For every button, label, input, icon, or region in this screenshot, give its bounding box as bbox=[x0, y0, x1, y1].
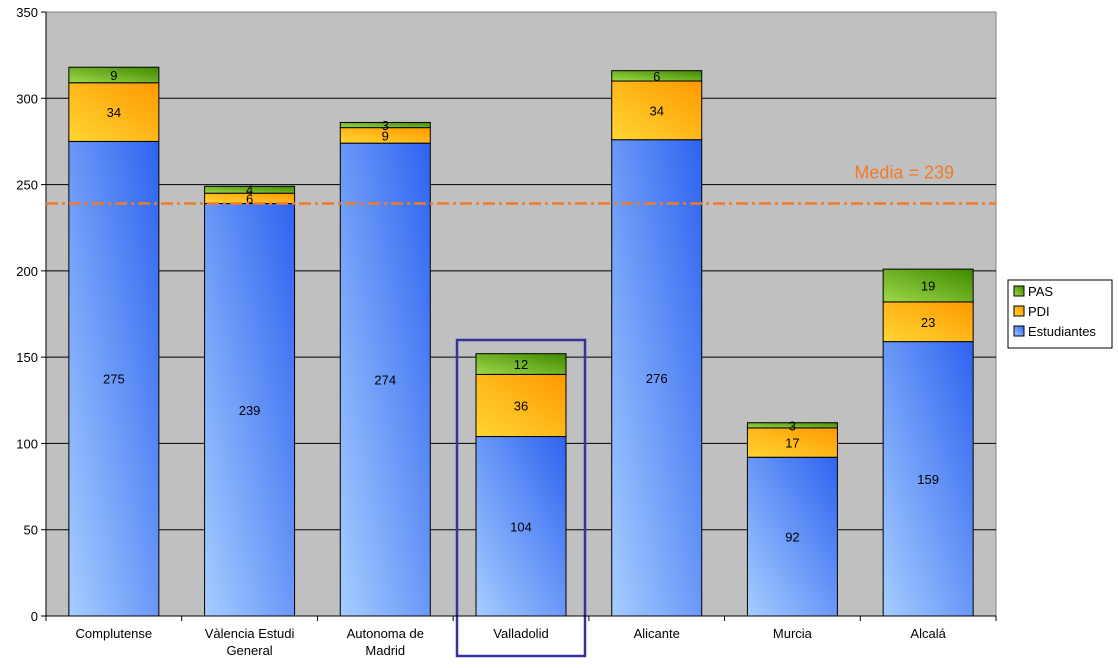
bar-segment-estudiantes bbox=[882, 341, 974, 617]
bar-segment-pas bbox=[68, 66, 160, 84]
bar-segment-pdi bbox=[475, 373, 567, 438]
y-axis: 0 50 100 150 200 250 300 350 bbox=[16, 5, 47, 624]
y-tick-label: 50 bbox=[24, 523, 38, 538]
x-tick-label: Alcalá bbox=[910, 626, 946, 641]
data-label: 276 bbox=[646, 371, 668, 386]
x-tick-label-line: Murcia bbox=[773, 626, 813, 641]
mean-label: Media = 239 bbox=[854, 163, 954, 183]
x-tick-label-line: Alicante bbox=[634, 626, 680, 641]
bar-segment-estudiantes bbox=[746, 456, 838, 617]
x-axis: Complutense Vàlencia Estudi General Autonom… bbox=[45, 615, 997, 658]
legend-swatch-estudiantes bbox=[1013, 325, 1025, 337]
data-label: 23 bbox=[921, 315, 935, 330]
bar-segment-pdi bbox=[611, 80, 703, 141]
data-label: 3 bbox=[382, 118, 389, 133]
x-tick-label-line: Complutense bbox=[76, 626, 153, 641]
data-label: 92 bbox=[785, 530, 799, 545]
bar-segment-pas bbox=[475, 353, 567, 375]
x-tick-label: Vàlencia Estudi General bbox=[205, 626, 295, 658]
y-tick-label: 150 bbox=[16, 350, 38, 365]
highlight-box bbox=[455, 338, 587, 658]
legend-label: PDI bbox=[1028, 304, 1050, 319]
y-tick-label: 300 bbox=[16, 91, 38, 106]
bar-segment-pdi bbox=[746, 427, 838, 458]
data-label: 17 bbox=[785, 436, 799, 451]
y-tick-label: 350 bbox=[16, 5, 38, 20]
data-label: 34 bbox=[649, 103, 663, 118]
x-tick-label: Valladolid bbox=[493, 626, 548, 641]
data-label: 239 bbox=[239, 403, 261, 418]
data-label: 12 bbox=[514, 357, 528, 372]
legend-swatch-pas bbox=[1013, 285, 1025, 297]
data-label: 104 bbox=[510, 519, 532, 534]
data-label: 3 bbox=[789, 418, 796, 433]
data-label: 6 bbox=[246, 191, 253, 206]
y-tick-label: 100 bbox=[16, 436, 38, 451]
bar-segment-pas bbox=[339, 121, 431, 129]
y-tick-label: 0 bbox=[31, 609, 38, 624]
data-label: 159 bbox=[917, 472, 939, 487]
x-tick-label-line: Autonoma de bbox=[347, 626, 424, 641]
x-tick-label: Murcia bbox=[773, 626, 813, 641]
data-label: 275 bbox=[103, 372, 125, 387]
legend-label: PAS bbox=[1028, 284, 1053, 299]
bars: 2753492396427493104361227634692173159231… bbox=[68, 66, 974, 617]
data-label: 19 bbox=[921, 279, 935, 294]
legend: PAS PDI Estudiantes bbox=[1007, 279, 1113, 349]
x-tick-label: Complutense bbox=[76, 626, 153, 641]
data-label: 36 bbox=[514, 398, 528, 413]
x-tick-label-line: Valladolid bbox=[493, 626, 548, 641]
bar-segment-estudiantes bbox=[611, 139, 703, 617]
x-tick-label-line: Vàlencia Estudi bbox=[205, 626, 295, 641]
bar-segment-pdi bbox=[68, 82, 160, 142]
data-label: 9 bbox=[382, 128, 389, 143]
x-tick-label: Alicante bbox=[634, 626, 680, 641]
x-tick-label-line: Alcalá bbox=[910, 626, 946, 641]
legend-swatch-pdi bbox=[1013, 305, 1025, 317]
data-label: 6 bbox=[653, 69, 660, 84]
bar-segment-pas bbox=[611, 70, 703, 82]
x-tick-label: Autonoma de Madrid bbox=[347, 626, 424, 658]
data-label: 274 bbox=[374, 373, 396, 388]
y-tick-label: 200 bbox=[16, 264, 38, 279]
data-label: 34 bbox=[107, 105, 121, 120]
data-label: 9 bbox=[110, 68, 117, 83]
bar-segment-pas bbox=[882, 268, 974, 303]
legend-label: Estudiantes bbox=[1028, 324, 1096, 339]
reference-line-layer: Media = 239 bbox=[46, 163, 996, 658]
x-tick-label-line: Madrid bbox=[365, 643, 405, 658]
y-tick-label: 250 bbox=[16, 178, 38, 193]
x-tick-label-line: General bbox=[226, 643, 272, 658]
bar-segment-pas bbox=[204, 185, 296, 194]
bar-segment-pdi bbox=[882, 301, 974, 343]
legend-box bbox=[1007, 279, 1113, 349]
bar-segment-estudiantes bbox=[339, 142, 431, 617]
data-label: 4 bbox=[246, 183, 253, 198]
bar-segment-pas bbox=[746, 422, 838, 429]
bar-segment-estudiantes bbox=[68, 140, 160, 617]
